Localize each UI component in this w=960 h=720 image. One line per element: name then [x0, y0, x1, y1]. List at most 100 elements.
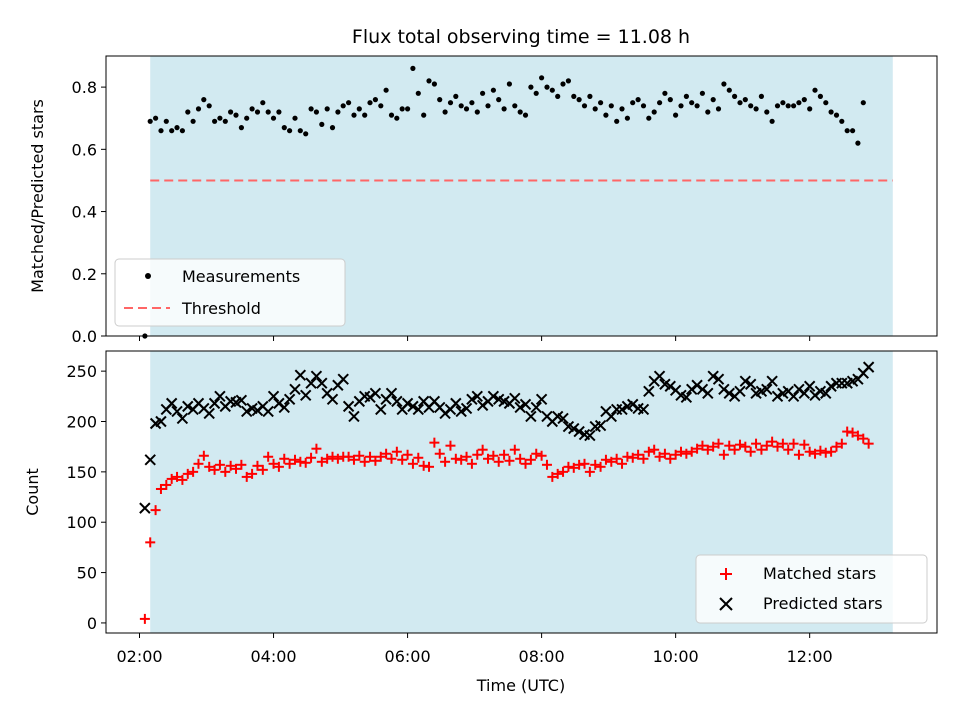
measurement-point: [212, 118, 218, 124]
matched-star-point: [858, 433, 869, 444]
matched-star-point: [525, 454, 536, 465]
measurement-point: [195, 106, 202, 112]
matched-star-point: [391, 446, 402, 457]
top-y-tick-label: 0.2: [72, 265, 97, 284]
predicted-star-point: [241, 405, 253, 418]
bottom-y-tick-label: 200: [66, 413, 97, 432]
measurement-point: [378, 103, 384, 109]
matched-star-point: [633, 449, 644, 460]
measurement-point: [689, 100, 695, 106]
matched-star-point: [161, 479, 172, 490]
measurement-point: [758, 93, 765, 99]
top-y-tick-label: 0.4: [72, 203, 97, 222]
measurement-point: [619, 106, 625, 112]
measurement-point: [469, 100, 475, 106]
measurement-point: [410, 65, 416, 71]
predicted-star-point: [203, 407, 215, 420]
measurement-point: [630, 100, 636, 106]
bottom-y-tick-label: 0: [87, 614, 97, 633]
matched-star-point: [799, 439, 810, 450]
x-tick-label: 06:00: [385, 647, 431, 666]
measurement-point: [303, 131, 309, 137]
matched-star-point: [702, 444, 713, 455]
matched-star-point: [370, 455, 381, 466]
measurement-point: [576, 97, 582, 103]
measurement-point: [544, 84, 550, 90]
predicted-star-point: [798, 387, 811, 400]
predicted-star-point: [616, 403, 628, 416]
predicted-star-point: [450, 397, 462, 410]
measurement-point: [522, 112, 529, 118]
measurement-point: [324, 106, 330, 112]
matched-star-point: [654, 451, 665, 462]
legend-predicted-label: Predicted stars: [763, 594, 883, 613]
measurement-point: [351, 112, 357, 118]
bottom-legend-box: [695, 554, 928, 624]
measurement-point: [340, 103, 346, 109]
top-y-axis-label: Matched/Predicted stars: [28, 99, 47, 293]
matched-star-point: [627, 452, 638, 463]
bottom-y-ticks: 0 50 100 150 200 250: [66, 362, 106, 633]
measurement-point: [308, 106, 314, 112]
matched-star-point: [381, 448, 392, 459]
predicted-star-point: [391, 395, 403, 408]
top-legend: Measurements Threshold: [114, 258, 346, 327]
matched-star-point: [756, 444, 767, 455]
matched-star-point: [531, 448, 542, 459]
matched-star-point: [386, 453, 397, 464]
matched-star-point: [611, 453, 622, 464]
matched-star-point: [429, 437, 440, 448]
measurement-point: [206, 103, 212, 109]
predicted-star-point: [509, 392, 521, 405]
measurement-point: [614, 118, 620, 124]
predicted-star-point: [712, 373, 725, 385]
matched-star-point: [456, 454, 467, 465]
measurement-point: [855, 140, 861, 146]
matched-star-point: [139, 613, 150, 624]
matched-star-point: [692, 443, 703, 454]
measurement-point: [222, 118, 228, 124]
bottom-y-tick-label: 50: [77, 564, 97, 583]
measurement-point: [528, 84, 534, 90]
matched-star-point: [761, 440, 772, 451]
measurement-point: [801, 97, 807, 103]
measurement-point: [533, 90, 539, 96]
measurement-point: [179, 128, 185, 134]
measurement-point: [346, 100, 352, 106]
predicted-star-point: [300, 389, 312, 402]
measurement-point: [458, 103, 464, 109]
measurement-point: [512, 103, 518, 109]
matched-star-point: [793, 449, 804, 460]
matched-star-point: [718, 449, 729, 460]
matched-star-point: [772, 441, 783, 452]
measurement-point: [694, 103, 700, 109]
top-legend-box: [114, 258, 346, 327]
matched-star-point: [182, 468, 193, 479]
measurement-point: [447, 100, 454, 106]
matched-star-point: [348, 454, 359, 465]
predicted-star-point: [283, 393, 296, 406]
matched-star-point: [713, 438, 724, 449]
measurement-point: [335, 109, 341, 115]
measurement-point: [292, 115, 298, 121]
matched-star-point: [552, 468, 563, 479]
bottom-y-tick-label: 250: [66, 362, 97, 381]
matched-star-point: [241, 471, 252, 482]
matched-star-point: [863, 438, 874, 449]
measurement-point: [506, 81, 512, 87]
measurement-point: [603, 112, 609, 118]
measurement-point: [480, 90, 486, 96]
matched-star-point: [595, 461, 606, 472]
measurement-point: [490, 87, 496, 93]
matched-star-point: [289, 454, 300, 465]
matched-star-point: [740, 441, 751, 452]
predicted-star-point: [375, 403, 387, 416]
measurement-point: [715, 106, 722, 112]
matched-star-point: [247, 468, 258, 479]
matched-star-point: [311, 443, 322, 454]
measurement-point: [174, 125, 180, 131]
measurement-point: [726, 87, 732, 93]
measurement-point: [651, 109, 657, 115]
matched-star-point: [155, 483, 166, 494]
